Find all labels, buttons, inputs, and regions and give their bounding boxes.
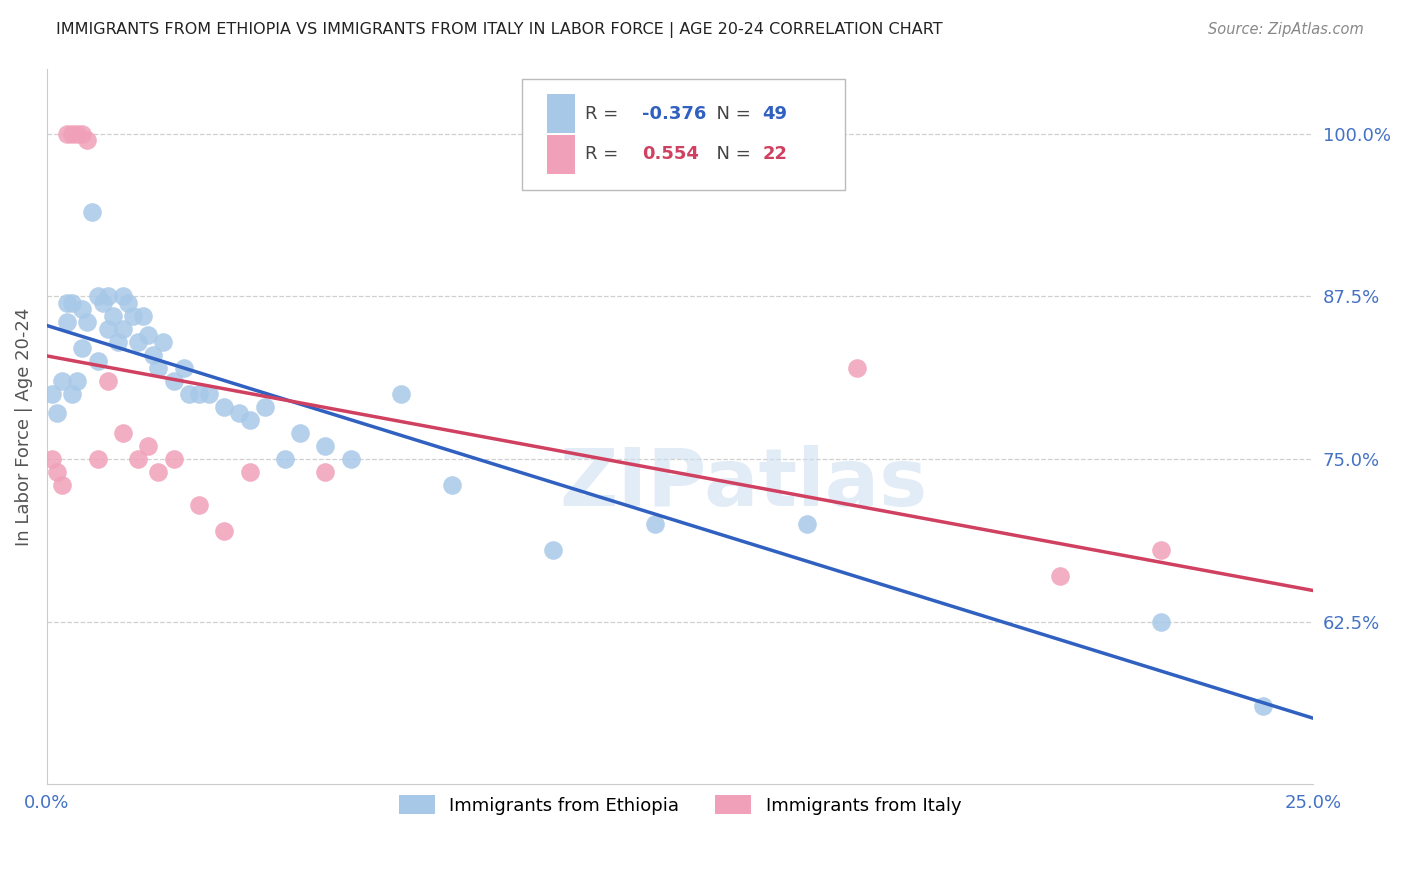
Point [46,465,69,479]
Point [56,127,79,141]
Point [60,295,83,310]
Point [76,133,98,147]
Point [152,334,174,349]
FancyBboxPatch shape [522,79,845,190]
Point [56,295,79,310]
Point [41,387,63,401]
Point [97,322,120,336]
Point [288,425,311,440]
Point [1150,615,1173,629]
Point [177,387,200,401]
Point [136,328,159,343]
FancyBboxPatch shape [547,94,575,133]
Point [198,387,221,401]
Point [127,452,149,467]
Point [228,407,250,421]
Point [51,374,73,388]
Point [82,204,104,219]
Point [111,425,134,440]
Point [91,295,114,310]
Point [846,360,869,375]
Point [173,360,195,375]
Point [1150,543,1173,558]
Text: 49: 49 [762,104,787,122]
Text: IMMIGRANTS FROM ETHIOPIA VS IMMIGRANTS FROM ITALY IN LABOR FORCE | AGE 20-24 COR: IMMIGRANTS FROM ETHIOPIA VS IMMIGRANTS F… [56,22,943,38]
Point [1049,569,1071,583]
Y-axis label: In Labor Force | Age 20-24: In Labor Force | Age 20-24 [15,307,32,546]
Point [391,387,413,401]
Point [274,452,297,467]
Point [238,465,260,479]
Point [315,465,337,479]
Point [66,127,89,141]
Point [796,517,818,532]
Text: 0.554: 0.554 [643,145,699,163]
Point [86,354,108,368]
Point [132,309,155,323]
Point [86,289,108,303]
Text: N =: N = [706,145,756,163]
Point [111,322,134,336]
Point [51,478,73,492]
Point [72,127,94,141]
Point [72,302,94,317]
Point [72,342,94,356]
Point [543,543,565,558]
Point [46,407,69,421]
Point [66,374,89,388]
Point [142,348,165,362]
Point [238,413,260,427]
Point [187,498,209,512]
Text: -0.376: -0.376 [643,104,706,122]
Text: ZIPatlas: ZIPatlas [560,445,928,523]
Point [122,309,145,323]
Point [148,465,170,479]
Point [97,289,120,303]
Text: R =: R = [585,145,630,163]
Point [56,315,79,329]
Point [101,309,124,323]
Point [107,334,129,349]
Point [60,387,83,401]
Point [148,360,170,375]
Point [212,400,235,414]
Point [162,452,184,467]
Point [340,452,363,467]
Point [136,439,159,453]
Point [315,439,337,453]
Text: N =: N = [706,104,756,122]
FancyBboxPatch shape [547,135,575,174]
Text: Source: ZipAtlas.com: Source: ZipAtlas.com [1208,22,1364,37]
Point [187,387,209,401]
Point [253,400,276,414]
Legend: Immigrants from Ethiopia, Immigrants from Italy: Immigrants from Ethiopia, Immigrants fro… [388,784,973,825]
Point [76,315,98,329]
Point [162,374,184,388]
Point [111,289,134,303]
Point [1251,699,1274,714]
Point [41,452,63,467]
Point [60,127,83,141]
Text: 22: 22 [762,145,787,163]
Point [97,374,120,388]
Point [117,295,139,310]
Point [127,334,149,349]
Point [644,517,666,532]
Point [212,524,235,538]
Point [86,452,108,467]
Text: R =: R = [585,104,624,122]
Point [441,478,464,492]
